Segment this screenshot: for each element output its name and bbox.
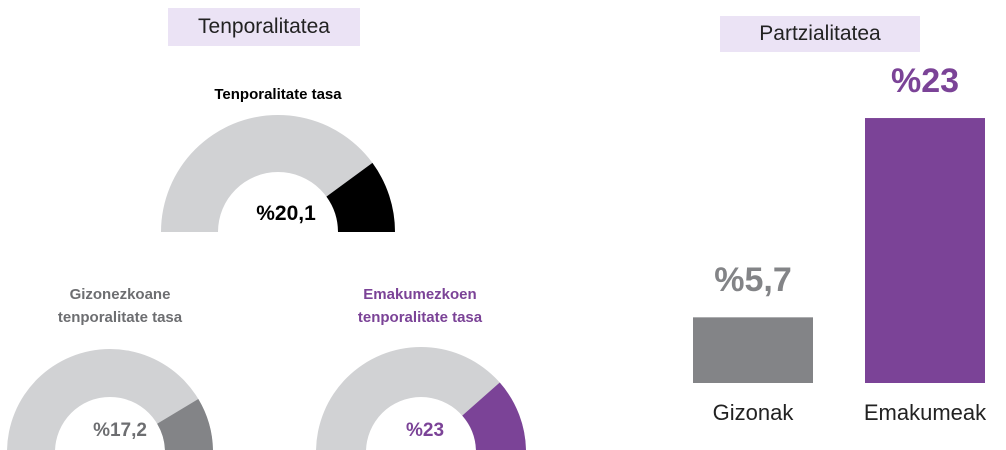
gauge-value-label: %20,1 — [256, 202, 316, 225]
bar-value-label: %5,7 — [714, 261, 792, 300]
gauge-value — [326, 162, 395, 232]
section-title: Tenporalitatea — [168, 8, 360, 46]
bar-value-label: %23 — [890, 62, 960, 101]
bar — [865, 118, 985, 383]
bar — [693, 317, 813, 383]
gauge-value-label: %17,2 — [93, 420, 147, 441]
gauge-title: Gizonezkoane tenporalitate tasa — [57, 286, 183, 326]
x-tick-label: Gizonak — [712, 400, 794, 425]
gauge-value — [462, 382, 526, 450]
gauge-value — [157, 399, 213, 450]
chart-title: Partzialitatea — [720, 16, 920, 52]
gauge-title: Tenporalitate tasa — [214, 86, 342, 103]
gauge-value-label: %23 — [405, 420, 445, 441]
x-tick-label: Emakumeak — [863, 400, 987, 425]
gauge-title: Emakumezkoen tenporalitate tasa — [357, 286, 483, 326]
